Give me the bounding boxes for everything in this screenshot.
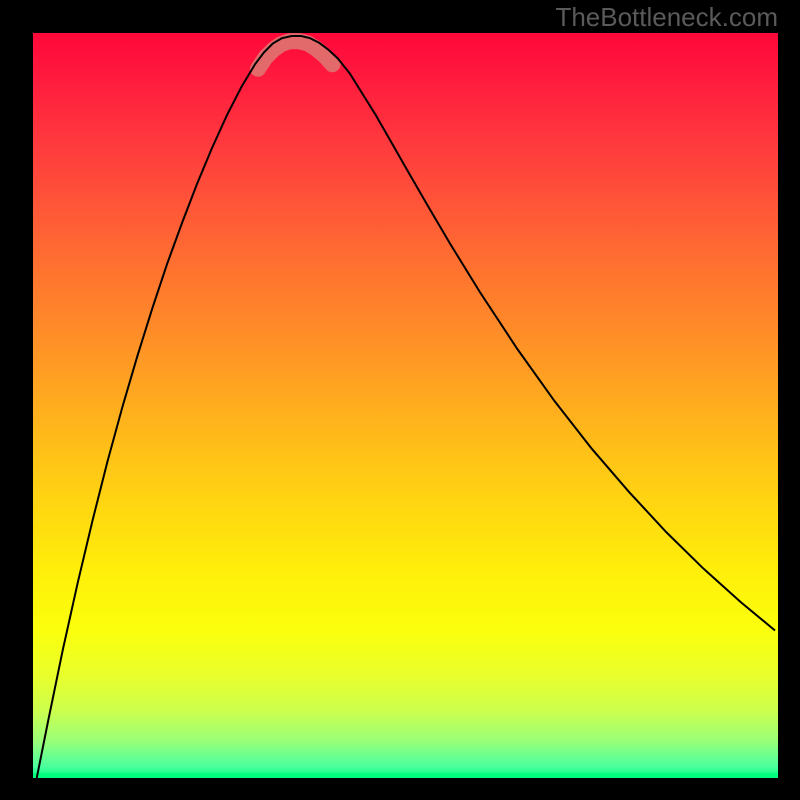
- bottleneck-curve: [33, 33, 778, 778]
- plot-area: [33, 33, 778, 778]
- watermark-text: TheBottleneck.com: [555, 2, 778, 33]
- chart-root: TheBottleneck.com: [0, 0, 800, 800]
